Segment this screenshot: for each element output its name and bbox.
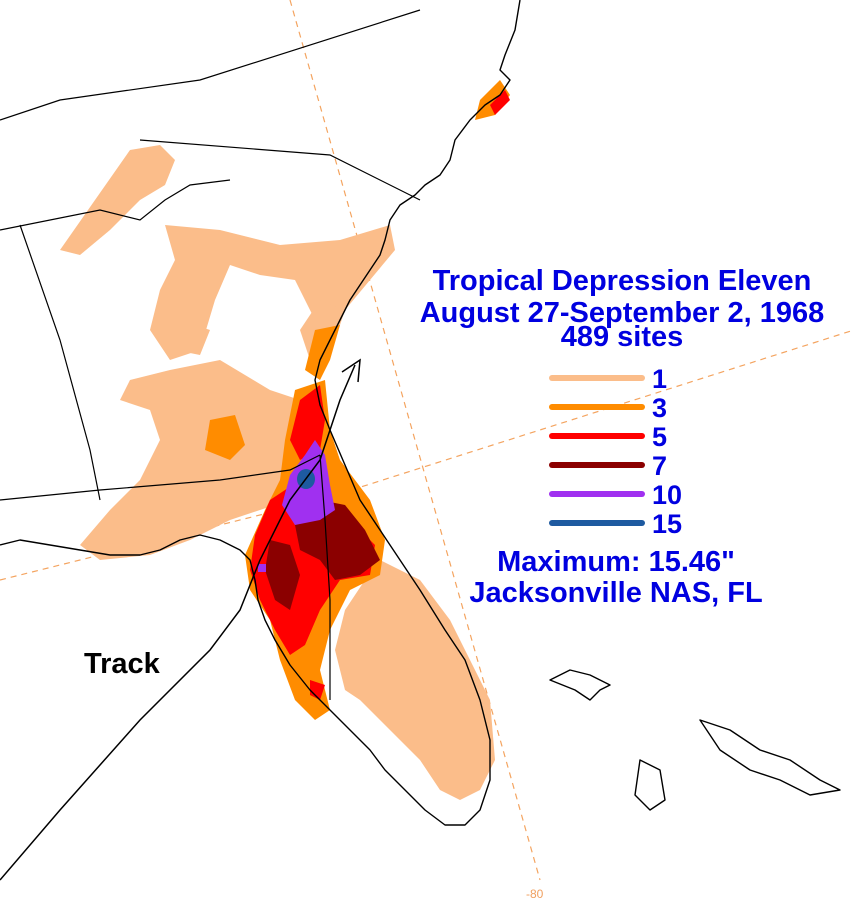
title-block: Tropical Depression Eleven August 27-Sep… — [420, 265, 825, 353]
state-border-ga — [0, 179, 231, 231]
storm-track — [0, 358, 361, 881]
graticule — [0, 0, 854, 881]
title-line1: Tropical Depression Eleven — [433, 265, 812, 297]
state-border-ga-sc — [0, 9, 421, 121]
legend-label-15: 15 — [652, 509, 682, 539]
legend-label-7: 7 — [652, 451, 667, 481]
us-east-coast — [0, 0, 521, 826]
legend-label-3: 3 — [652, 393, 667, 423]
rain-1in — [60, 145, 495, 800]
maximum-value: Maximum: 15.46" — [497, 546, 735, 578]
track-arrowhead — [341, 358, 361, 383]
legend-label-10: 10 — [652, 480, 682, 510]
track-label: Track — [84, 648, 161, 680]
longitude-label: -80 — [526, 887, 544, 901]
state-border-fl — [319, 454, 331, 700]
coastlines — [0, 0, 841, 826]
maximum-block: Maximum: 15.46" Jacksonville NAS, FL — [469, 546, 762, 609]
longitude-line — [289, 0, 541, 881]
state-border-nc-sc — [139, 139, 421, 201]
track-line — [0, 364, 356, 881]
title-line2: August 27-September 2, 1968 — [420, 297, 825, 329]
state-border-ga-fl — [0, 454, 321, 501]
legend-label-5: 5 — [652, 422, 667, 452]
title-line3: 489 sites — [561, 321, 684, 353]
state-border-al-ga — [19, 224, 101, 501]
maximum-location: Jacksonville NAS, FL — [469, 577, 762, 609]
bahamas-islands — [549, 669, 841, 811]
legend-label-1: 1 — [652, 364, 667, 394]
